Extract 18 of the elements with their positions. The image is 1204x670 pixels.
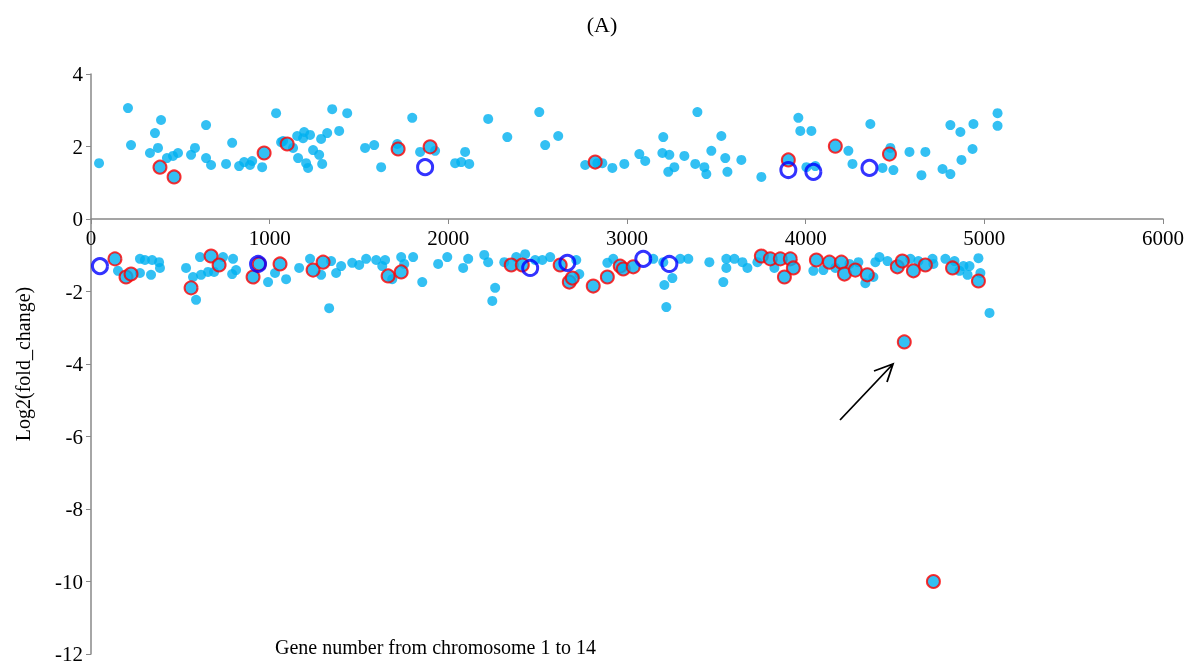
x-tick-label: 6000	[1142, 225, 1184, 250]
y-tick-label: -10	[55, 569, 83, 594]
x-axis-title: Gene number from chromosome 1 to 14	[275, 636, 597, 658]
y-tick-label: -12	[55, 642, 83, 666]
x-tick-label: 5000	[963, 225, 1006, 250]
x-tick-label: 4000	[784, 225, 827, 250]
y-tick-label: -8	[65, 497, 83, 521]
y-tick-label: -6	[65, 424, 83, 449]
chart-title: (A)	[586, 11, 618, 37]
x-tick-label: 3000	[606, 225, 648, 250]
y-tick-label: -4	[65, 352, 84, 376]
y-tick-label: 2	[72, 134, 83, 159]
y-axis-title: Log2(fold_change)	[12, 286, 35, 442]
y-tick-label: 0	[72, 207, 83, 231]
x-tick-label: 2000	[427, 225, 470, 250]
x-tick-label: 1000	[248, 225, 291, 250]
y-tick-label: -2	[65, 279, 83, 304]
y-tick-label: 4	[72, 62, 84, 86]
